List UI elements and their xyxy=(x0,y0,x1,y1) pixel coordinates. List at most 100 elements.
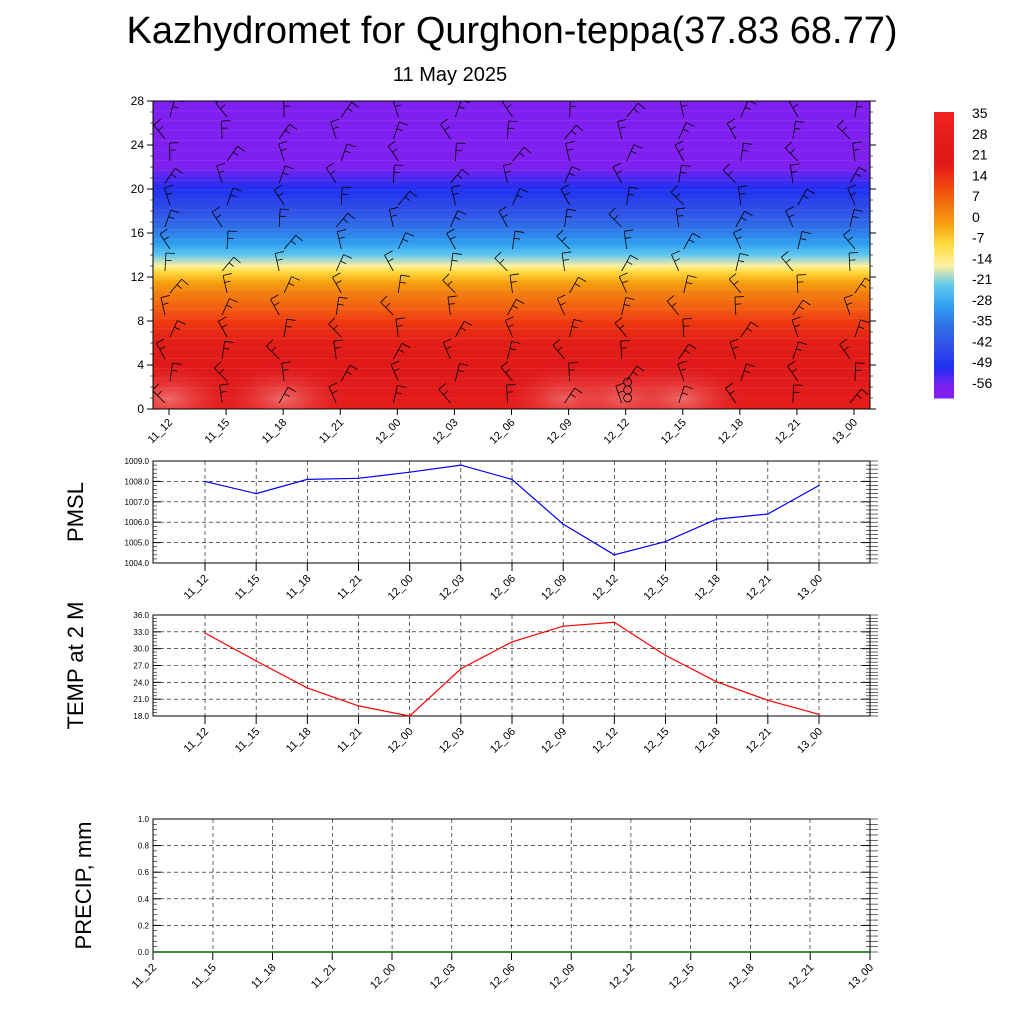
x-tick-label: 11_15 xyxy=(189,962,219,992)
wind-barb-staff xyxy=(740,143,744,162)
wind-barb xyxy=(274,251,284,272)
wind-barb xyxy=(683,275,697,294)
x-tick-label: 11_15 xyxy=(203,417,233,447)
wind-barb-staff xyxy=(340,102,352,118)
data-point xyxy=(818,713,820,716)
wind-barb-flag xyxy=(291,276,300,281)
data-point xyxy=(562,625,564,628)
wind-barb-staff xyxy=(506,385,508,404)
wind-barb-flag xyxy=(560,184,569,190)
wind-barb xyxy=(283,234,303,250)
wind-barb-flag xyxy=(214,361,222,369)
wind-barb-staff xyxy=(221,256,234,272)
y-tick-label: 28 xyxy=(131,94,145,108)
colorbar-label: -21 xyxy=(972,271,992,287)
colorbar-label: 28 xyxy=(972,126,988,142)
wind-barb-flag xyxy=(681,392,688,395)
x-tick-label: 12_06 xyxy=(488,417,518,447)
wind-barb-flag xyxy=(229,298,238,303)
x-tick-label: 12_18 xyxy=(727,962,757,992)
wind-barb-flag xyxy=(344,150,351,154)
wind-barb xyxy=(564,387,583,404)
wind-barb-staff xyxy=(722,169,737,184)
wind-barb-flag xyxy=(222,273,232,276)
wind-barb-staff xyxy=(618,276,628,294)
x-tick-label: 11_18 xyxy=(260,417,290,447)
wind-barb-staff xyxy=(682,319,685,338)
wind-barb-flag xyxy=(681,104,688,107)
wind-barb-flag xyxy=(571,166,581,171)
y-tick-label: 1005.0 xyxy=(125,539,150,548)
wind-barb xyxy=(335,296,348,316)
wind-barb-flag xyxy=(619,126,626,129)
wind-barb xyxy=(392,101,401,118)
wind-barb-flag xyxy=(628,193,635,196)
wind-barb-flag xyxy=(636,365,645,372)
wind-barb xyxy=(221,256,241,272)
wind-barb xyxy=(392,164,404,184)
wind-barb-flag xyxy=(612,162,622,168)
wind-barb xyxy=(792,341,808,360)
wind-barb-flag xyxy=(505,316,514,321)
wind-barb-flag xyxy=(510,281,517,283)
wind-barb xyxy=(397,274,410,294)
wind-barb xyxy=(506,384,516,404)
wind-barb-staff xyxy=(569,319,575,338)
wind-barb-flag xyxy=(448,303,455,305)
wind-barb-staff xyxy=(612,167,623,184)
wind-barb-flag xyxy=(688,239,695,243)
x-tick-label: 12_15 xyxy=(667,962,697,992)
wind-barb-flag xyxy=(794,324,801,328)
wind-barb-staff xyxy=(784,147,799,162)
wind-barb-staff xyxy=(852,143,856,162)
wind-barb-flag xyxy=(393,368,400,372)
wind-barb-staff xyxy=(854,101,858,118)
wind-barb-staff xyxy=(333,341,337,360)
wind-barb-staff xyxy=(392,385,398,404)
wind-barb-flag xyxy=(333,324,339,330)
wind-barb-staff xyxy=(219,385,223,404)
wind-barb-staff xyxy=(340,187,343,206)
wind-barb xyxy=(442,273,456,294)
y-axis-title: TEMP at 2 M xyxy=(63,602,88,730)
wind-barb-flag xyxy=(567,148,574,151)
wind-barb xyxy=(450,168,470,184)
wind-barb-flag xyxy=(571,326,578,329)
x-tick-label: 12_06 xyxy=(488,573,518,603)
wind-barb xyxy=(729,338,739,360)
y-tick-label: 0.0 xyxy=(138,948,150,957)
wind-barb-flag xyxy=(853,209,863,212)
wind-barb-staff xyxy=(621,255,631,272)
wind-barb xyxy=(507,341,521,360)
wind-barb xyxy=(500,361,513,382)
wind-barb xyxy=(679,101,688,118)
wind-barb-staff xyxy=(560,189,570,206)
wind-barb xyxy=(512,146,532,162)
y-tick-label: 21.0 xyxy=(133,695,149,704)
wind-barb-staff xyxy=(854,319,861,338)
wind-barb-flag xyxy=(847,236,853,242)
wind-barb-staff xyxy=(328,323,342,338)
wind-barb-flag xyxy=(637,102,646,110)
data-point xyxy=(613,621,616,624)
wind-barb-flag xyxy=(328,382,338,387)
wind-barb-flag xyxy=(384,250,393,256)
wind-barb-flag xyxy=(574,283,581,287)
wind-barb xyxy=(785,206,795,228)
wind-barb-staff xyxy=(221,341,225,360)
wind-barb-flag xyxy=(505,368,511,374)
wind-barb-staff xyxy=(328,386,337,404)
wind-barb-flag xyxy=(387,258,394,262)
wind-barb-staff xyxy=(678,122,687,140)
wind-barb xyxy=(221,298,238,316)
wind-barb xyxy=(226,187,242,206)
wind-barb xyxy=(735,253,749,272)
wind-barb-flag xyxy=(461,168,470,176)
wind-barb-staff xyxy=(509,275,513,294)
wind-barb xyxy=(325,162,337,184)
colorbar-label: -7 xyxy=(972,230,985,246)
wind-barb-staff xyxy=(392,101,399,118)
wind-barb-flag xyxy=(331,390,338,394)
wind-barb-flag xyxy=(232,187,242,192)
wind-barb-flag xyxy=(394,104,401,108)
